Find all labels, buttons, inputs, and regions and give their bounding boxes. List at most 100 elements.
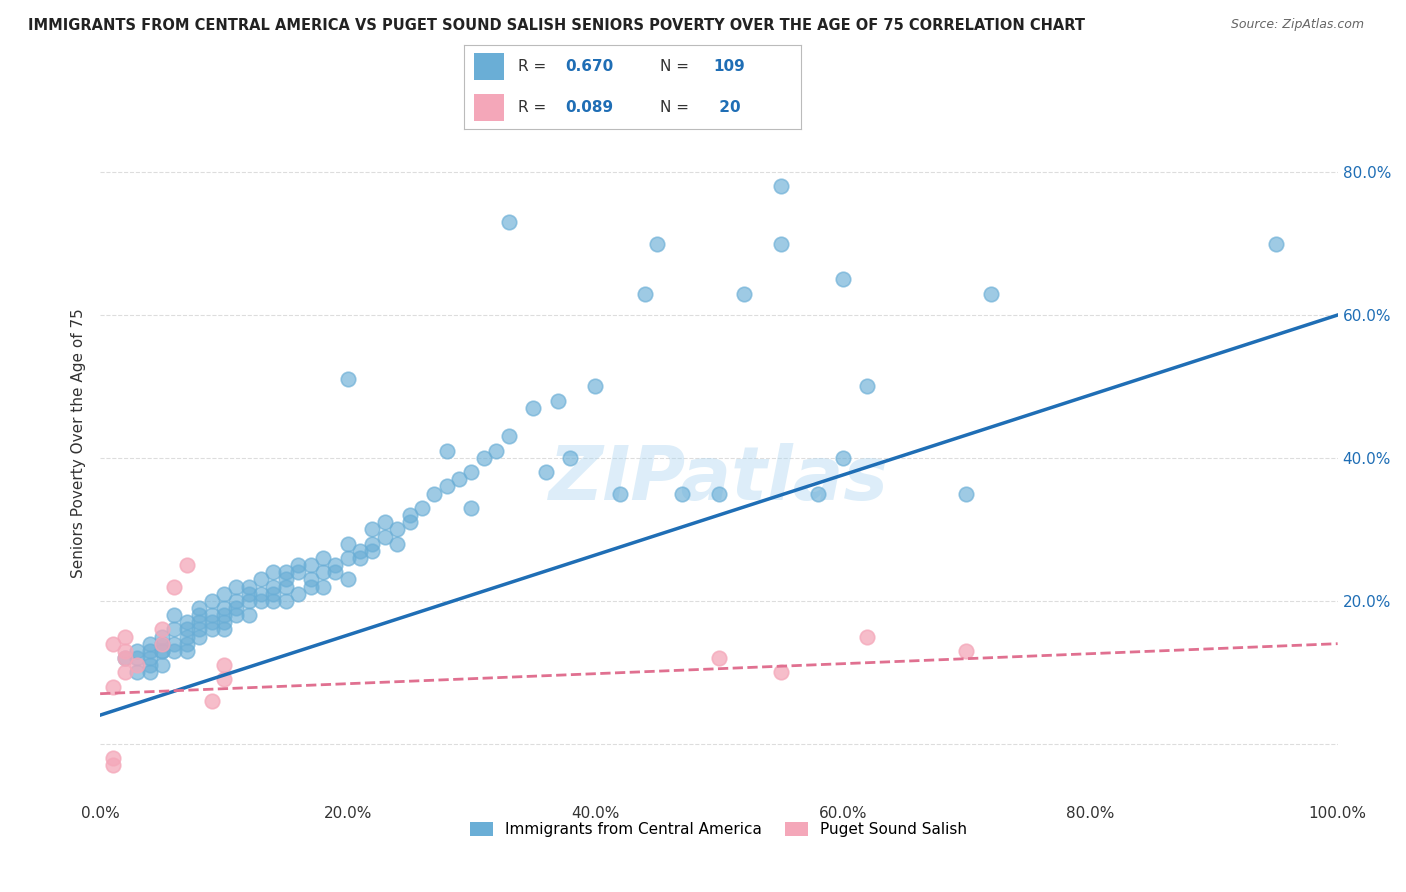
Point xyxy=(212,615,235,630)
Text: N =: N = xyxy=(659,100,693,115)
Point xyxy=(127,644,149,658)
Point xyxy=(361,522,384,536)
Point xyxy=(807,486,830,500)
Point xyxy=(150,644,173,658)
Point xyxy=(212,587,235,601)
Text: 20: 20 xyxy=(714,100,741,115)
Point xyxy=(609,486,631,500)
Point xyxy=(485,443,508,458)
Point xyxy=(262,587,284,601)
Point xyxy=(1264,236,1286,251)
Bar xyxy=(474,54,505,80)
Point xyxy=(547,393,569,408)
Point xyxy=(114,651,136,665)
Point xyxy=(411,500,433,515)
Point xyxy=(225,608,247,623)
Point xyxy=(274,566,297,580)
Point xyxy=(336,536,359,550)
Point xyxy=(212,601,235,615)
Point xyxy=(114,644,136,658)
Text: 0.670: 0.670 xyxy=(565,59,613,74)
Point xyxy=(361,536,384,550)
Text: Source: ZipAtlas.com: Source: ZipAtlas.com xyxy=(1230,18,1364,31)
Point xyxy=(436,443,458,458)
Point xyxy=(633,286,655,301)
Point xyxy=(212,623,235,637)
Point xyxy=(127,658,149,673)
Point xyxy=(238,594,260,608)
Point xyxy=(150,637,173,651)
Point xyxy=(163,608,186,623)
Point xyxy=(769,236,792,251)
Point xyxy=(238,587,260,601)
Point xyxy=(349,550,371,565)
Point xyxy=(299,558,322,573)
Point xyxy=(955,486,977,500)
Point xyxy=(188,601,211,615)
Point xyxy=(856,630,879,644)
Point xyxy=(200,608,222,623)
Point xyxy=(312,566,335,580)
Point xyxy=(671,486,693,500)
Point xyxy=(733,286,755,301)
Point xyxy=(336,550,359,565)
Point xyxy=(312,580,335,594)
Point xyxy=(176,644,198,658)
Point xyxy=(101,758,124,772)
Point xyxy=(163,637,186,651)
Point xyxy=(238,580,260,594)
Point xyxy=(262,594,284,608)
Point xyxy=(150,658,173,673)
Point xyxy=(274,594,297,608)
Point xyxy=(250,573,273,587)
Point xyxy=(212,658,235,673)
Point xyxy=(498,429,520,443)
Point xyxy=(138,644,160,658)
Point xyxy=(385,522,408,536)
Point xyxy=(262,580,284,594)
Point xyxy=(225,594,247,608)
Point xyxy=(150,637,173,651)
Point xyxy=(127,665,149,680)
Point xyxy=(312,550,335,565)
Point xyxy=(769,179,792,194)
Point xyxy=(163,623,186,637)
Point xyxy=(238,608,260,623)
Point xyxy=(287,587,309,601)
Point xyxy=(349,543,371,558)
Text: R =: R = xyxy=(517,59,551,74)
Point xyxy=(374,529,396,543)
Point xyxy=(101,637,124,651)
Point xyxy=(336,573,359,587)
Text: 0.089: 0.089 xyxy=(565,100,613,115)
Text: 109: 109 xyxy=(714,59,745,74)
Point xyxy=(361,543,384,558)
Point xyxy=(150,623,173,637)
Point xyxy=(498,215,520,229)
Text: ZIPatlas: ZIPatlas xyxy=(548,442,889,516)
Point xyxy=(460,465,482,479)
Point xyxy=(127,651,149,665)
Point xyxy=(534,465,557,479)
Point xyxy=(163,580,186,594)
Point xyxy=(150,644,173,658)
Point xyxy=(398,515,420,529)
Point xyxy=(176,615,198,630)
Point xyxy=(163,644,186,658)
Point xyxy=(287,566,309,580)
Point xyxy=(769,665,792,680)
Point xyxy=(101,680,124,694)
Point xyxy=(188,630,211,644)
Point xyxy=(212,608,235,623)
Point xyxy=(287,558,309,573)
Point xyxy=(385,536,408,550)
Point xyxy=(200,594,222,608)
Point xyxy=(176,558,198,573)
Point xyxy=(114,651,136,665)
Point xyxy=(645,236,668,251)
Point xyxy=(980,286,1002,301)
Point xyxy=(212,673,235,687)
Point xyxy=(250,594,273,608)
Point xyxy=(114,630,136,644)
Point xyxy=(374,515,396,529)
